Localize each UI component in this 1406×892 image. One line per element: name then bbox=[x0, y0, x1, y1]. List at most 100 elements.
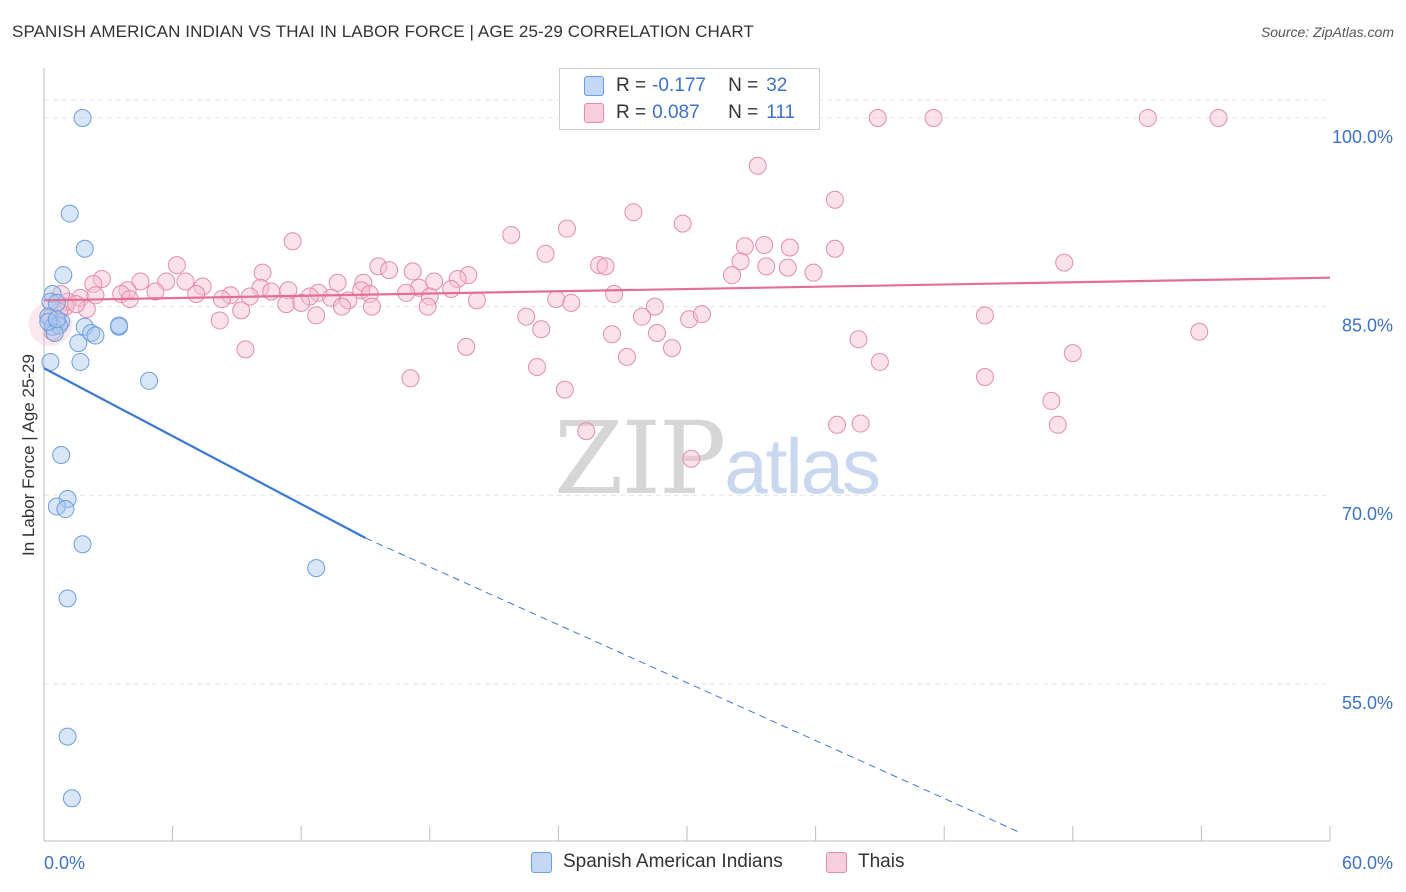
thais-point bbox=[1190, 322, 1209, 341]
spanish-american-indians-point bbox=[307, 559, 326, 578]
trend-lines bbox=[43, 276, 1331, 833]
spanish-american-indians-point bbox=[52, 445, 71, 464]
legend-r-value: 0.087 bbox=[652, 102, 700, 123]
thais-point bbox=[84, 274, 103, 293]
thais-point bbox=[577, 422, 596, 441]
legend-r-key: R = bbox=[616, 75, 647, 96]
thais-point bbox=[253, 263, 272, 282]
thais-point bbox=[723, 266, 742, 285]
thais-point bbox=[624, 203, 643, 222]
thais-point bbox=[279, 281, 298, 300]
thais-point bbox=[532, 320, 551, 339]
thais-point bbox=[632, 307, 651, 326]
thais-point bbox=[755, 236, 774, 255]
thais-point bbox=[425, 272, 444, 291]
spanish-american-indians-points bbox=[39, 109, 326, 808]
thais-point bbox=[1042, 391, 1061, 410]
thais-point bbox=[527, 357, 546, 376]
legend-n-value: 32 bbox=[766, 75, 788, 96]
thais-point bbox=[804, 263, 823, 282]
spanish-american-indians-point bbox=[56, 500, 75, 519]
thais-point bbox=[547, 290, 566, 309]
legend-swatch-pink bbox=[584, 103, 604, 123]
thais-point bbox=[662, 339, 681, 358]
y-tick-label: 70.0% bbox=[1342, 504, 1393, 524]
y-axis-title: In Labor Force | Age 25-29 bbox=[19, 354, 38, 556]
thais-point bbox=[67, 295, 86, 314]
thais-point bbox=[307, 306, 326, 325]
grid-lines bbox=[44, 99, 1330, 685]
thais-point bbox=[369, 257, 388, 276]
thais-point bbox=[167, 256, 186, 275]
thais-point bbox=[277, 295, 296, 314]
thais-point bbox=[332, 297, 351, 316]
thais-point bbox=[517, 307, 536, 326]
spanish-american-indians-point bbox=[110, 316, 129, 335]
y-tick-label: 85.0% bbox=[1342, 316, 1393, 336]
thais-trend-line bbox=[43, 276, 1331, 302]
thais-point bbox=[825, 190, 844, 209]
legend-n-key: N = bbox=[728, 102, 759, 123]
thais-point bbox=[86, 286, 105, 305]
spanish-american-indians-point bbox=[43, 285, 62, 304]
thais-point bbox=[212, 290, 231, 309]
spanish-american-indians-point bbox=[86, 326, 105, 345]
spanish-american-indians-point bbox=[54, 266, 73, 285]
thais-point bbox=[849, 330, 868, 349]
thais-point bbox=[236, 340, 255, 359]
series-legend-spanish-american-indians: Spanish American Indians bbox=[531, 851, 783, 873]
thais-point bbox=[403, 262, 422, 281]
thais-point bbox=[975, 368, 994, 387]
thais-point bbox=[536, 244, 555, 263]
thais-point bbox=[647, 324, 666, 343]
x-tick-label: 60.0% bbox=[1342, 853, 1393, 873]
thais-point bbox=[448, 269, 467, 288]
legend-n-value: 111 bbox=[766, 102, 796, 123]
thais-point bbox=[362, 297, 381, 316]
legend-n-key: N = bbox=[728, 75, 759, 96]
spanish-american-indians-point bbox=[62, 789, 81, 808]
spanish-american-indians-trend-extension bbox=[365, 537, 1020, 833]
thais-point bbox=[757, 257, 776, 276]
axes bbox=[43, 68, 1331, 842]
thais-point bbox=[210, 311, 229, 330]
y-tick-labels: 100.0% 85.0% 70.0% 55.0% bbox=[1332, 127, 1393, 713]
spanish-american-indians-point bbox=[47, 310, 66, 329]
thais-point bbox=[778, 258, 797, 277]
thais-point bbox=[645, 297, 664, 316]
legend-r-key: R = bbox=[616, 102, 647, 123]
spanish-american-indians-trend-line bbox=[43, 367, 367, 539]
thais-point bbox=[457, 337, 476, 356]
thais-point bbox=[868, 109, 887, 128]
thais-point bbox=[176, 272, 195, 291]
thais-point bbox=[459, 266, 478, 285]
x-tick-labels: 0.0% 60.0% bbox=[44, 853, 1393, 873]
thais-points bbox=[28, 109, 1228, 468]
thais-point bbox=[735, 237, 754, 256]
thais-point bbox=[555, 380, 574, 399]
thais-point bbox=[828, 415, 847, 434]
thais-point bbox=[232, 301, 251, 320]
thais-point bbox=[92, 269, 111, 288]
thais-point bbox=[825, 239, 844, 258]
chart-title: SPANISH AMERICAN INDIAN VS THAI IN LABOR… bbox=[12, 22, 754, 41]
x-tick-label: 0.0% bbox=[44, 853, 85, 873]
thais-point bbox=[557, 219, 576, 238]
thais-point bbox=[673, 214, 692, 233]
thais-point bbox=[292, 293, 311, 312]
spanish-american-indians-point bbox=[58, 589, 77, 608]
spanish-american-indians-point bbox=[60, 204, 79, 223]
thais-point bbox=[146, 282, 165, 301]
thais-point bbox=[131, 272, 150, 291]
series-swatch-blue bbox=[531, 851, 552, 873]
legend-r-value: -0.177 bbox=[652, 75, 706, 96]
watermark: ZIPatlas bbox=[554, 400, 881, 517]
thais-point bbox=[924, 109, 943, 128]
spanish-american-indians-point bbox=[73, 109, 92, 128]
spanish-american-indians-point bbox=[73, 535, 92, 554]
legend-swatch-blue bbox=[584, 76, 604, 96]
series-legend-thais: Thais bbox=[826, 851, 904, 873]
thais-point bbox=[1138, 109, 1157, 128]
thais-point bbox=[693, 305, 712, 324]
